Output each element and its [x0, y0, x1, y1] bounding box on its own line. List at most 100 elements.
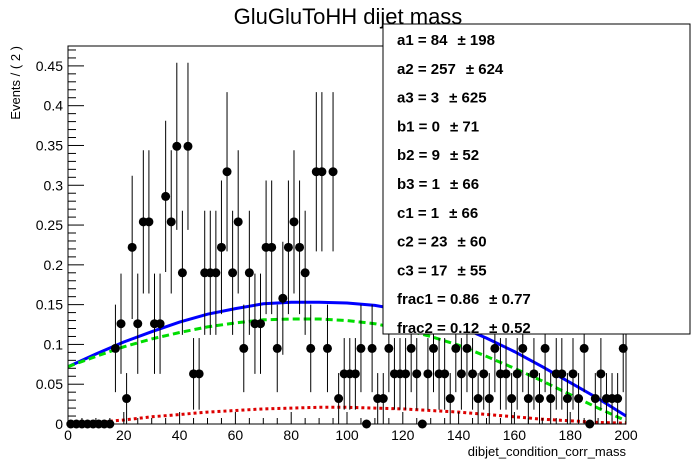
fit-parameter-line: b3 = 1 ± 66	[397, 176, 479, 193]
parameter-error: 625	[462, 90, 487, 107]
data-point	[507, 394, 517, 404]
data-point	[423, 369, 433, 379]
parameter-value: 0.86	[450, 291, 479, 308]
equals-sign: =	[414, 262, 431, 279]
data-point	[177, 268, 187, 278]
data-point	[133, 319, 143, 329]
data-point	[462, 343, 472, 353]
fit-curve-solid	[67, 300, 627, 418]
equals-sign: =	[414, 32, 431, 49]
plus-minus-sign: ±	[457, 32, 469, 49]
data-point	[529, 369, 539, 379]
equals-sign: =	[414, 61, 431, 78]
parameter-value: 257	[431, 61, 456, 78]
y-tick-label: 0.2	[44, 257, 64, 273]
y-axis: 0 0.05 0.1 0.15 0.2 0.25 0.3 0.35 0.4 0.45	[36, 49, 84, 432]
data-point	[322, 343, 332, 353]
fit-parameter-line: frac2 = 0.12 ± 0.52	[397, 320, 531, 337]
equals-sign: =	[414, 205, 431, 222]
plus-minus-sign: ±	[449, 205, 461, 222]
data-point	[618, 343, 628, 353]
plus-minus-sign: ±	[449, 90, 461, 107]
x-tick-label: 40	[172, 427, 188, 443]
data-point	[110, 343, 120, 353]
equals-sign: =	[415, 118, 432, 135]
data-point	[328, 167, 338, 177]
parameter-value: 0.12	[450, 320, 479, 337]
stats-box-frame	[382, 23, 691, 335]
fit-parameter-line: c3 = 17 ± 55	[397, 262, 487, 279]
data-point	[228, 268, 238, 278]
parameter-value: 23	[431, 234, 448, 251]
fit-parameter-line: b1 = 0 ± 71	[397, 118, 479, 135]
x-tick-label: 180	[559, 427, 583, 443]
x-tick-label: 0	[64, 427, 72, 443]
data-point	[194, 369, 204, 379]
x-tick-label: 60	[228, 427, 244, 443]
data-point	[216, 242, 226, 252]
data-point	[211, 268, 221, 278]
parameter-value: 1	[432, 176, 440, 193]
data-point	[183, 141, 193, 151]
data-point	[412, 369, 422, 379]
plus-minus-sign: ±	[489, 320, 501, 337]
plus-minus-sign: ±	[450, 147, 462, 164]
y-tick-label: 0.05	[36, 376, 63, 392]
data-point	[401, 369, 411, 379]
equals-sign: =	[433, 291, 450, 308]
plus-minus-sign: ±	[466, 61, 478, 78]
data-point	[295, 242, 305, 252]
fit-parameter-line: b2 = 9 ± 52	[397, 147, 479, 164]
data-point	[289, 217, 299, 227]
data-point	[456, 369, 466, 379]
parameter-error: 66	[462, 205, 479, 222]
parameter-value: 1	[431, 205, 439, 222]
parameter-error: 66	[462, 176, 479, 193]
data-point	[300, 268, 310, 278]
x-tick-label: 80	[283, 427, 299, 443]
parameter-error: 60	[470, 234, 487, 251]
fit-parameter-line: frac1 = 0.86 ± 0.77	[397, 291, 531, 308]
data-point	[350, 369, 360, 379]
parameter-error: 52	[462, 147, 479, 164]
data-point	[378, 394, 388, 404]
data-point	[523, 394, 533, 404]
equals-sign: =	[414, 234, 431, 251]
x-tick-label: 20	[116, 427, 132, 443]
y-tick-label: 0.15	[36, 297, 63, 313]
x-tick-label: 200	[614, 427, 638, 443]
parameter-name: b2	[397, 147, 415, 164]
parameter-name: b1	[397, 118, 415, 135]
data-point	[116, 319, 126, 329]
data-point	[468, 369, 478, 379]
data-point	[239, 343, 249, 353]
data-point	[283, 242, 293, 252]
data-point	[596, 369, 606, 379]
data-point	[540, 343, 550, 353]
parameter-error: 55	[470, 262, 487, 279]
parameter-error: 0.52	[502, 320, 531, 337]
parameter-error: 198	[470, 32, 495, 49]
data-point	[445, 394, 455, 404]
fit-parameter-line: a1 = 84 ± 198	[397, 32, 495, 49]
data-point	[367, 343, 377, 353]
plus-minus-sign: ±	[489, 291, 501, 308]
x-tick-label: 140	[447, 427, 471, 443]
parameter-name: a1	[397, 32, 414, 49]
data-point	[144, 217, 154, 227]
data-point	[272, 343, 282, 353]
data-point	[579, 343, 589, 353]
plus-minus-sign: ±	[457, 234, 469, 251]
y-tick-label: 0.4	[44, 98, 64, 114]
y-tick-label: 0.45	[36, 58, 63, 74]
fit-parameter-line: a3 = 3 ± 625	[397, 90, 487, 107]
parameter-value: 0	[432, 118, 440, 135]
equals-sign: =	[415, 176, 432, 193]
data-point	[428, 343, 438, 353]
parameter-value: 17	[431, 262, 448, 279]
parameter-name: frac2	[397, 320, 433, 337]
parameter-error: 624	[478, 61, 504, 78]
parameter-name: a3	[397, 90, 414, 107]
data-point	[334, 394, 344, 404]
